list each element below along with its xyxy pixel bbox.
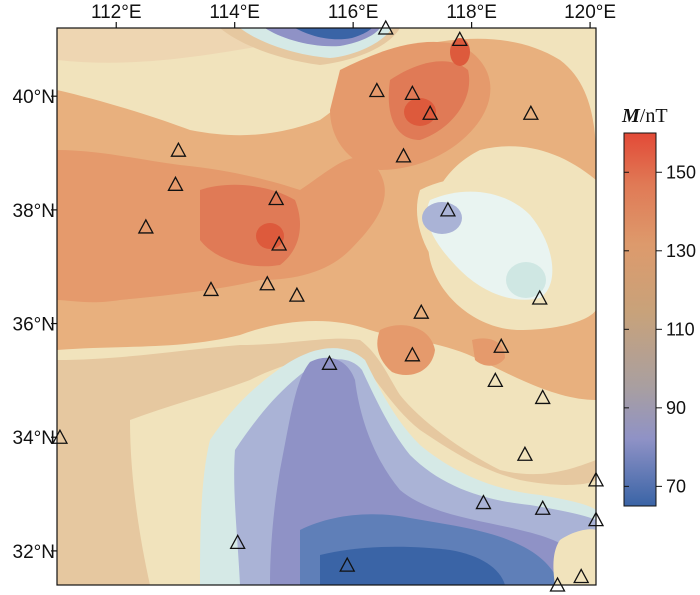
- station-marker: [404, 346, 421, 362]
- x-tick-label: 112°E: [91, 2, 142, 23]
- station-markers: [51, 19, 605, 592]
- station-marker: [229, 534, 246, 550]
- field-east-low-core: [422, 202, 462, 234]
- y-tick-label: 38°N: [13, 201, 55, 222]
- station-marker: [202, 281, 220, 297]
- colorbar-tick-label: 130: [666, 241, 696, 261]
- station-marker: [549, 576, 566, 592]
- colorbar-tick-label: 70: [666, 476, 686, 496]
- map-axes: 112°E 114°E 116°E 118°E 120°E 40°N 38°N 36°N 34°…: [13, 2, 617, 563]
- station-marker: [137, 218, 154, 234]
- station-marker: [404, 84, 421, 101]
- y-tick-label: 34°N: [13, 428, 55, 449]
- station-marker: [167, 175, 184, 191]
- station-marker: [534, 499, 551, 515]
- station-marker: [268, 190, 285, 206]
- station-marker: [395, 147, 412, 163]
- colorbar-title-unit: /nT: [640, 105, 668, 127]
- station-marker: [439, 201, 457, 217]
- colorbar-ticks: 150 130 110 90 70: [624, 162, 696, 496]
- station-marker: [451, 30, 468, 47]
- x-tick-label: 114°E: [209, 2, 260, 23]
- station-marker: [339, 556, 356, 572]
- station-marker: [493, 337, 510, 353]
- station-marker: [516, 445, 534, 461]
- field-hotspot-north: [404, 98, 436, 126]
- station-marker: [271, 235, 288, 251]
- station-marker: [475, 494, 492, 510]
- station-marker: [487, 372, 504, 388]
- station-marker: [587, 471, 605, 487]
- field-east-low-south: [506, 262, 546, 298]
- station-marker: [422, 104, 439, 120]
- station-marker: [573, 568, 590, 584]
- station-marker: [534, 389, 551, 405]
- station-marker: [377, 19, 394, 35]
- y-tick-label: 40°N: [13, 87, 55, 108]
- station-marker: [288, 286, 305, 302]
- field-hotspot-west: [256, 223, 284, 249]
- station-marker: [522, 104, 539, 120]
- field-southeast-cream: [553, 529, 596, 585]
- colorbar-title: M/nT: [621, 105, 668, 127]
- station-marker: [321, 354, 338, 370]
- station-marker: [51, 428, 69, 444]
- colorbar-tick-label: 150: [666, 162, 696, 182]
- x-tick-label: 118°E: [446, 2, 497, 23]
- y-tick-label: 32°N: [13, 542, 55, 563]
- colorbar: M/nT 150 130 110 90 70: [621, 105, 696, 507]
- map-field: [57, 28, 596, 585]
- field-south-deep: [320, 546, 505, 585]
- colorbar-tick-label: 90: [666, 398, 686, 418]
- station-marker: [531, 289, 548, 305]
- colorbar-gradient: [623, 132, 657, 507]
- station-marker: [170, 141, 187, 157]
- field-mid-peak-b: [472, 338, 505, 366]
- x-tick-label: 120°E: [564, 2, 616, 23]
- station-marker: [587, 511, 605, 527]
- map-frame: [56, 27, 597, 586]
- colorbar-tick-label: 110: [666, 319, 695, 339]
- colorbar-title-var: M: [621, 105, 641, 127]
- field-low-north-deep: [295, 28, 372, 40]
- field-hotspot-northeast: [450, 38, 470, 66]
- station-marker: [259, 275, 276, 291]
- x-tick-label: 116°E: [328, 2, 379, 23]
- y-tick-label: 36°N: [13, 315, 55, 336]
- station-marker: [368, 82, 385, 98]
- station-marker: [413, 303, 430, 319]
- field-mid-peak-a: [377, 325, 435, 376]
